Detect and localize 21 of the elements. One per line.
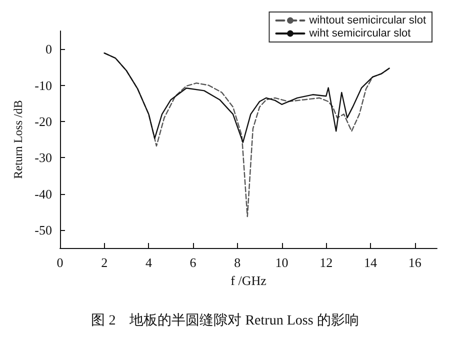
x-tick-label: 0 [56, 255, 64, 270]
x-tick-label: 2 [101, 255, 108, 270]
y-tick-label: -30 [34, 150, 52, 166]
y-tick-label: -40 [34, 186, 52, 202]
x-tick-label: 16 [408, 255, 422, 270]
x-tick-label: 14 [364, 255, 378, 270]
y-tick-label: -50 [34, 222, 52, 238]
y-axis-title: Return Loss /dB [10, 100, 25, 179]
x-tick-label: 8 [234, 255, 241, 270]
x-axis-title: f /GHz [230, 272, 267, 288]
legend-label: wihtout semicircular slot [308, 14, 426, 26]
x-tick-label: 4 [145, 255, 152, 270]
x-tick-label: 10 [275, 255, 288, 270]
x-tick-label: 6 [190, 255, 197, 270]
line-series [104, 52, 390, 143]
y-tick-label: 0 [46, 42, 52, 57]
y-tick-label: -10 [34, 78, 52, 93]
text: 图 2 地板的半圆缝隙对 Retrun Loss 的影响 [91, 312, 359, 328]
legend-label: wiht semicircular slot [308, 28, 411, 40]
y-tick-label: -20 [34, 114, 52, 129]
x-tick-label: 12 [320, 255, 333, 270]
